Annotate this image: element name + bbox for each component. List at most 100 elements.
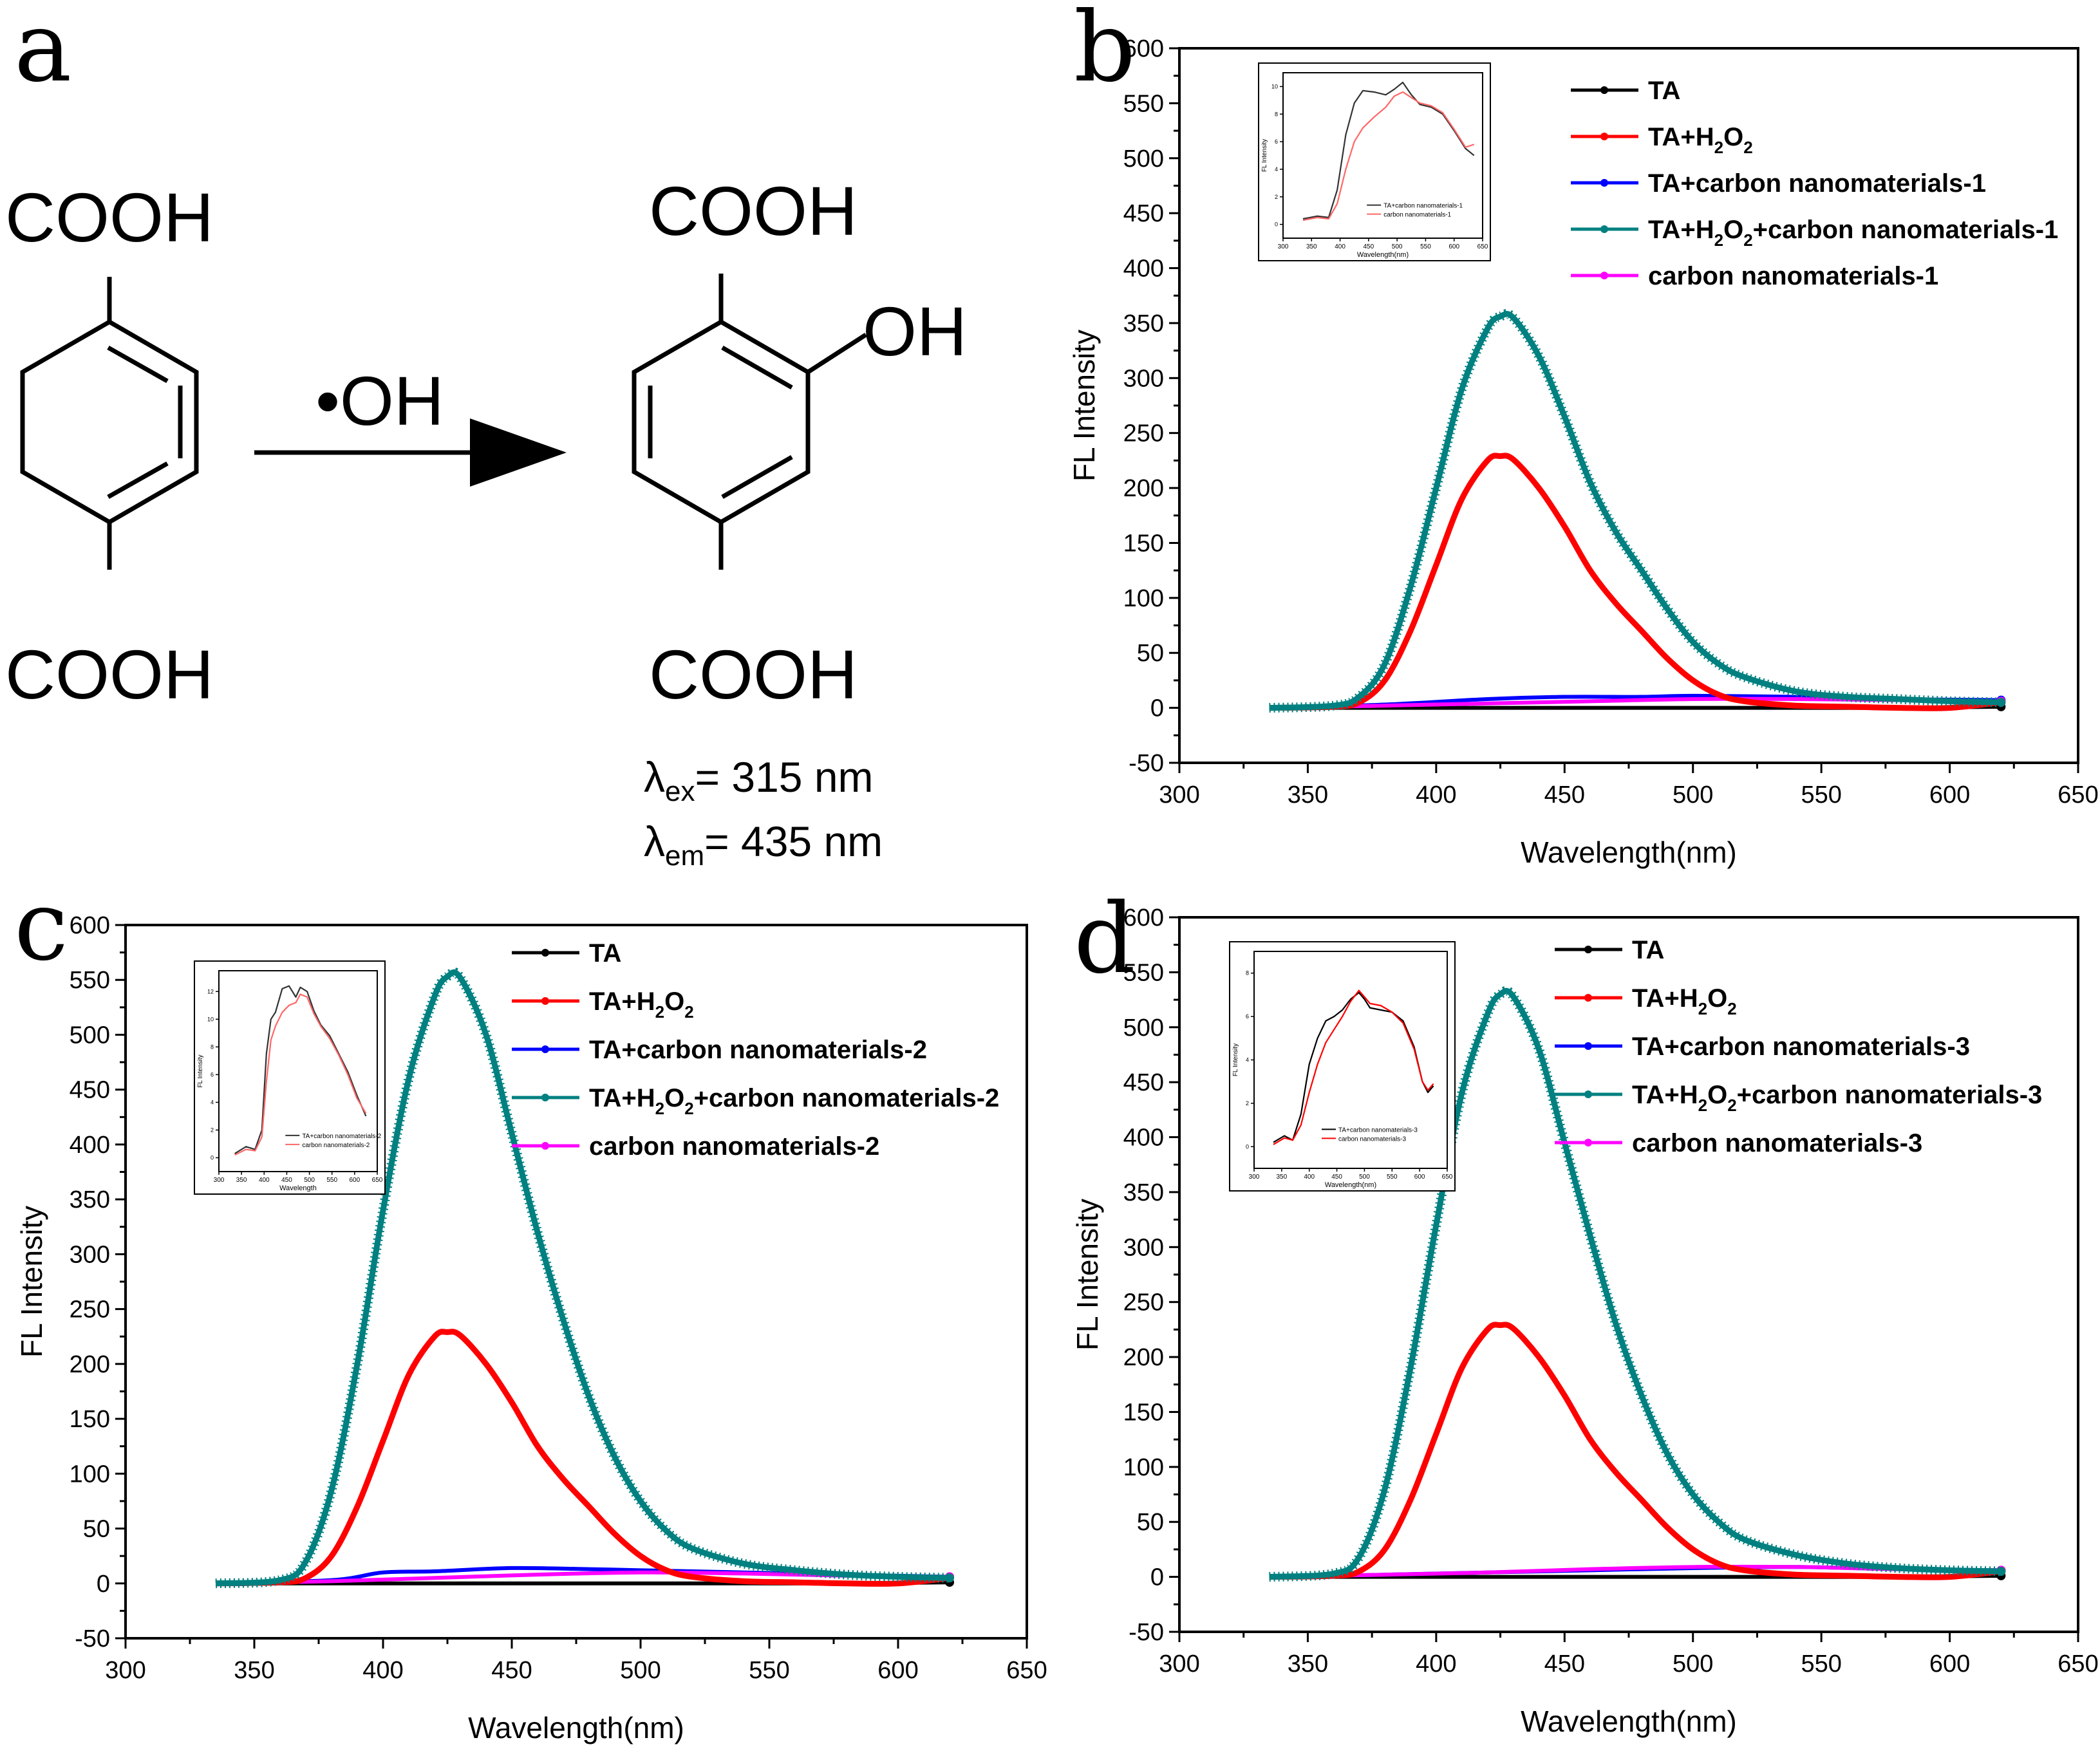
- inset-legend-label: carbon nanomaterials-1: [1383, 212, 1451, 219]
- inset-x-tick-label: 400: [1335, 243, 1345, 250]
- inset-x-tick-label: 450: [1331, 1174, 1342, 1181]
- x-tick-label: 650: [2058, 1650, 2098, 1678]
- legend-marker: [1600, 272, 1608, 279]
- panel-letter-c: c: [14, 870, 68, 982]
- legend-label: TA+H2O2: [1648, 123, 1753, 157]
- x-tick-label: 450: [1544, 1650, 1585, 1678]
- y-tick-label: -50: [1129, 750, 1164, 777]
- inset-legend-label: TA+carbon nanomaterials-1: [1383, 203, 1463, 210]
- series-end-point: [945, 1573, 954, 1583]
- hydroxyl-radical-label: •OH: [315, 362, 444, 440]
- inset-y-tick-label: 6: [1275, 138, 1278, 145]
- y-tick-label: -50: [1129, 1619, 1164, 1646]
- y-axis-label: FL Intensity: [15, 1206, 48, 1358]
- series-markers-4: [1269, 309, 2002, 713]
- x-axis-label: Wavelength(nm): [1521, 836, 1737, 869]
- reactant-bottom-group: COOH: [5, 635, 214, 713]
- y-tick-label: 600: [70, 912, 110, 939]
- inset-series-line-1: [1302, 81, 1475, 220]
- hydroxyterephthalic-acid-structure: [632, 274, 867, 570]
- inset-y-tick-label: 0: [211, 1154, 214, 1161]
- legend-marker: [1584, 1090, 1592, 1098]
- y-tick-label: 300: [70, 1241, 110, 1268]
- x-tick-label: 500: [1673, 1650, 1713, 1678]
- legend-marker: [1600, 133, 1608, 140]
- inset-y-tick-label: 10: [1271, 83, 1278, 89]
- inset-y-tick-label: 0: [1275, 221, 1278, 228]
- chart-c-plot: 300 350 400 450 500 550 600 650-500501001502002…: [15, 912, 1047, 1744]
- inset-x-tick-label: 350: [236, 1177, 247, 1184]
- legend-label: carbon nanomaterials-1: [1648, 262, 1938, 290]
- legend-marker: [541, 997, 549, 1005]
- inset-y-tick-label: 8: [1275, 111, 1278, 117]
- inset-legend-label: carbon nanomaterials-2: [302, 1142, 370, 1149]
- inset-frame: [1258, 62, 1491, 261]
- y-tick-label: 300: [1123, 365, 1164, 392]
- inset-y-tick-label: 4: [1246, 1057, 1249, 1063]
- chart-d-plot: 300 350 400 450 500 550 600 650 -50 0 50 100 150 200 2…: [1071, 904, 2099, 1738]
- x-tick-label: 600: [1929, 1650, 1970, 1678]
- x-tick-label: 300: [1159, 781, 1199, 809]
- legend-marker: [541, 1094, 549, 1101]
- inset-y-label: FL Intensity: [197, 1054, 204, 1087]
- chart-d-inset: 300 350 400 450 500 550 600 650 0 2 4 6 8 Wavelength(…: [1229, 941, 1456, 1192]
- inset-x-tick-label: 500: [1359, 1174, 1370, 1181]
- legend-marker: [1584, 946, 1592, 953]
- product-hydroxyl-group: OH: [863, 292, 967, 370]
- inset-x-tick-label: 650: [1442, 1174, 1453, 1181]
- inset-x-tick-label: 300: [1278, 243, 1289, 250]
- x-tick-label: 450: [1544, 781, 1585, 809]
- y-tick-label: 150: [1123, 530, 1164, 557]
- x-tick-label: 650: [1006, 1657, 1047, 1684]
- emission-wavelength: λem= 435 nm: [644, 818, 883, 872]
- legend-marker: [1584, 1042, 1592, 1050]
- x-tick-label: 600: [1929, 781, 1970, 809]
- inset-x-tick-label: 550: [326, 1177, 337, 1184]
- legend-label: TA+carbon nanomaterials-2: [589, 1036, 927, 1064]
- x-tick-label: 550: [749, 1657, 789, 1684]
- x-tick-label: 600: [877, 1657, 918, 1684]
- y-tick-label: 550: [1123, 959, 1164, 986]
- y-tick-label: 500: [70, 1022, 110, 1049]
- x-tick-label: 400: [1416, 781, 1456, 809]
- x-tick-label: 350: [1288, 781, 1328, 809]
- inset-x-tick-label: 400: [259, 1177, 270, 1184]
- y-tick-label: 100: [70, 1461, 110, 1488]
- x-tick-label: 500: [1673, 781, 1713, 809]
- inset-plot-frame: [218, 970, 378, 1172]
- y-axis-label: FL Intensity: [1067, 330, 1101, 482]
- inset-x-tick-label: 450: [281, 1177, 292, 1184]
- inset-series-line-2: [1273, 989, 1434, 1145]
- inset-x-label: Wavelength: [279, 1184, 317, 1192]
- legend-label: carbon nanomaterials-2: [589, 1132, 879, 1161]
- inset-y-tick-label: 6: [211, 1071, 214, 1078]
- x-tick-label: 450: [491, 1657, 532, 1684]
- reactant-top-group: COOH: [5, 178, 214, 256]
- series-line-2: [1269, 1322, 2002, 1580]
- y-tick-label: 450: [1123, 1069, 1164, 1096]
- legend-label: TA+H2O2+carbon nanomaterials-3: [1632, 1081, 2042, 1115]
- series-line-2: [1269, 453, 2002, 711]
- x-tick-label: 350: [234, 1657, 274, 1684]
- legend-label: TA+H2O2+carbon nanomaterials-2: [589, 1084, 999, 1118]
- legend-label: TA+carbon nanomaterials-3: [1632, 1033, 1970, 1061]
- y-tick-label: 400: [1123, 1125, 1164, 1152]
- legend-label: carbon nanomaterials-3: [1632, 1129, 1922, 1157]
- excitation-wavelength: λex= 315 nm: [644, 753, 874, 807]
- x-tick-label: 400: [1416, 1650, 1456, 1678]
- legend-marker: [1600, 86, 1608, 94]
- legend-marker: [1584, 994, 1592, 1002]
- inset-y-tick-label: 2: [1275, 194, 1278, 200]
- legend-label: TA+carbon nanomaterials-1: [1648, 169, 1986, 198]
- inset-y-tick-label: 2: [1246, 1100, 1249, 1107]
- inset-x-label: Wavelength(nm): [1325, 1181, 1376, 1189]
- y-tick-label: 50: [1137, 1509, 1164, 1536]
- inset-frame: [1229, 941, 1456, 1192]
- y-tick-label: 350: [1123, 310, 1164, 337]
- panel-letter-b: b: [1074, 0, 1136, 104]
- inset-y-tick-label: 8: [1246, 970, 1249, 977]
- inset-frame: [194, 960, 386, 1195]
- y-tick-label: 350: [70, 1186, 110, 1213]
- y-tick-label: 100: [1123, 1454, 1164, 1481]
- legend-marker: [1600, 225, 1608, 233]
